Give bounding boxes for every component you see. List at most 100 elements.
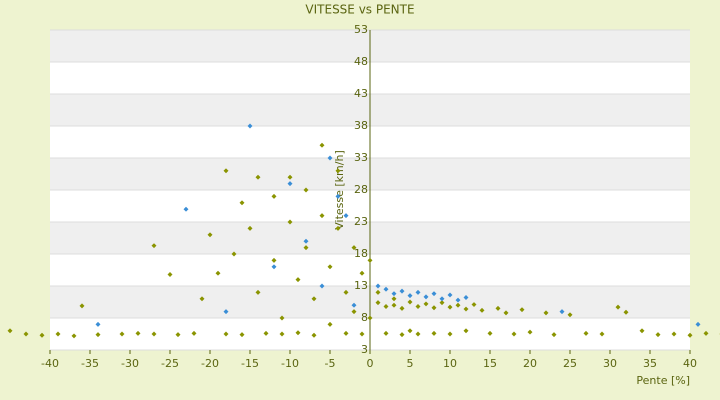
data-point xyxy=(39,332,45,338)
data-point xyxy=(327,321,333,327)
data-point xyxy=(319,213,325,219)
x-tick-label: -20 xyxy=(201,357,219,370)
data-point xyxy=(335,193,341,199)
x-tick-label: 5 xyxy=(407,357,414,370)
data-point xyxy=(399,332,405,338)
data-point xyxy=(351,302,357,308)
data-point xyxy=(95,332,101,338)
data-point xyxy=(135,330,141,336)
data-point xyxy=(439,300,445,306)
data-point xyxy=(463,328,469,334)
data-point xyxy=(7,328,13,334)
data-point xyxy=(447,304,453,310)
data-point xyxy=(479,307,485,313)
data-point xyxy=(351,245,357,251)
data-point xyxy=(71,333,77,339)
data-point xyxy=(279,331,285,337)
data-point xyxy=(319,142,325,148)
data-point xyxy=(687,332,693,338)
data-point xyxy=(399,305,405,311)
x-axis-label: Pente [%] xyxy=(636,374,690,387)
x-tick-label: 40 xyxy=(683,357,697,370)
y-tick-label: 48 xyxy=(354,55,368,68)
data-point xyxy=(399,288,405,294)
data-point xyxy=(583,330,589,336)
data-point xyxy=(151,243,157,249)
data-point xyxy=(271,257,277,263)
data-point xyxy=(383,286,389,292)
data-point xyxy=(271,264,277,270)
data-point xyxy=(151,331,157,337)
data-point xyxy=(319,283,325,289)
data-point xyxy=(287,181,293,187)
data-point xyxy=(415,289,421,295)
data-point xyxy=(239,200,245,206)
data-point xyxy=(223,309,229,315)
data-point xyxy=(223,168,229,174)
data-point xyxy=(655,332,661,338)
data-point xyxy=(223,331,229,337)
data-point xyxy=(367,257,373,263)
y-axis-label: Vitesse [km/h] xyxy=(333,150,346,230)
x-tick-label: 25 xyxy=(563,357,577,370)
data-point xyxy=(247,123,253,129)
data-point xyxy=(407,293,413,299)
data-point xyxy=(359,331,365,337)
x-tick-label: 30 xyxy=(603,357,617,370)
data-point xyxy=(503,310,509,316)
data-point xyxy=(391,302,397,308)
data-point xyxy=(439,296,445,302)
data-point xyxy=(391,291,397,297)
data-point xyxy=(407,328,413,334)
data-point xyxy=(519,307,525,313)
data-point xyxy=(191,330,197,336)
x-tick-label: 20 xyxy=(523,357,537,370)
data-point xyxy=(383,304,389,309)
data-point xyxy=(487,330,493,336)
data-point xyxy=(447,292,453,298)
x-tick-label: -30 xyxy=(121,357,139,370)
data-point xyxy=(303,187,309,193)
data-point xyxy=(471,302,477,308)
data-point xyxy=(95,321,101,327)
data-point xyxy=(375,289,381,295)
data-point xyxy=(175,332,181,338)
data-point xyxy=(527,329,533,335)
data-point xyxy=(463,295,469,300)
x-tick-label: 35 xyxy=(643,357,657,370)
data-point xyxy=(311,296,317,302)
data-point xyxy=(343,289,349,295)
data-point xyxy=(559,309,565,315)
data-point xyxy=(567,312,573,318)
data-point xyxy=(671,331,677,337)
data-point xyxy=(431,291,437,297)
y-tick-label: 3 xyxy=(361,343,368,356)
x-tick-label: -10 xyxy=(281,357,299,370)
data-point xyxy=(327,155,333,161)
data-point xyxy=(119,331,125,337)
data-point xyxy=(327,264,333,270)
data-point xyxy=(335,168,341,174)
data-point xyxy=(551,332,557,338)
data-point xyxy=(383,330,389,336)
data-point xyxy=(247,225,253,231)
data-point xyxy=(543,310,549,316)
data-point xyxy=(391,296,397,302)
data-point xyxy=(343,213,349,219)
x-tick-label: -5 xyxy=(325,357,336,370)
data-point xyxy=(295,277,301,283)
data-point xyxy=(599,331,605,337)
data-point xyxy=(495,305,501,311)
chart-title: VITESSE vs PENTE xyxy=(305,3,414,17)
data-point xyxy=(431,330,437,336)
data-point xyxy=(295,330,301,336)
x-tick-label: 15 xyxy=(483,357,497,370)
y-tick-label: 38 xyxy=(354,119,368,132)
x-tick-label: -35 xyxy=(81,357,99,370)
data-point xyxy=(423,294,429,300)
data-point xyxy=(447,331,453,337)
data-point xyxy=(343,330,349,336)
